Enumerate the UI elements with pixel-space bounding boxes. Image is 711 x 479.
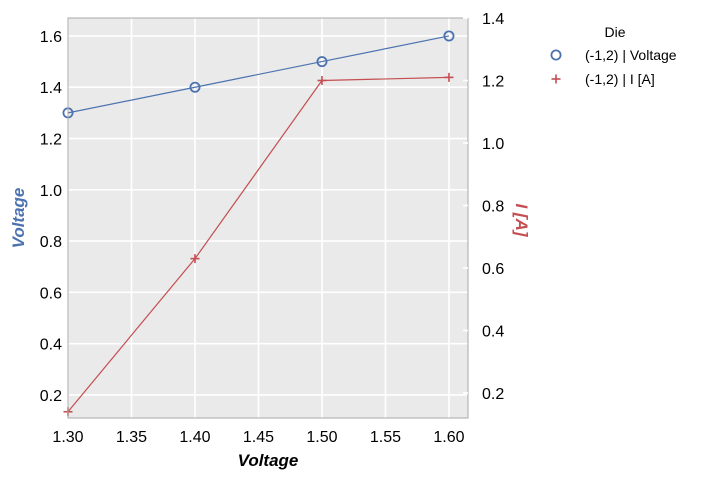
y-right-tick-label: 0.6: [482, 261, 504, 278]
legend: Die (-1,2) | Voltage (-1,2) | I [A]: [550, 24, 677, 87]
y-left-tick-label: 1.2: [40, 132, 62, 149]
y-right-tick-label: 0.8: [482, 199, 504, 216]
legend-entry-label: (-1,2) | Voltage: [585, 47, 677, 63]
series-layer: [62, 30, 455, 417]
y-left-tick-label: 0.8: [40, 234, 62, 251]
y-right-tick-label: 1.0: [482, 136, 504, 153]
legend-entry-label: (-1,2) | I [A]: [585, 71, 655, 87]
y-axis-right-label: I [A]: [512, 203, 531, 237]
y-left-tick-label: 0.2: [40, 388, 62, 405]
x-tick-label: 1.40: [179, 429, 210, 446]
x-tick-label: 1.50: [306, 429, 337, 446]
data-point: [190, 254, 200, 264]
data-point: [443, 30, 455, 42]
ticks: 1.30 1.35 1.40 1.45 1.50 1.55 1.60 0.2 0.4 0.6 0.8…: [40, 11, 505, 446]
plot-frame: [67, 17, 469, 419]
y-right-tick-label: 0.4: [482, 324, 504, 341]
legend-marker-plus: [551, 74, 561, 84]
series-line: [67, 76, 449, 413]
data-point: [189, 81, 201, 93]
y-left-tick-label: 0.4: [40, 337, 62, 354]
y-right-tick-label: 1.2: [482, 74, 504, 91]
x-axis-label: Voltage: [238, 451, 299, 470]
y-left-tick-label: 1.6: [40, 29, 62, 46]
y-axis-left-label: Voltage: [9, 188, 28, 249]
y-right-tick-label: 0.2: [482, 386, 504, 403]
x-tick-label: 1.60: [433, 429, 464, 446]
series-line: [67, 35, 450, 114]
x-tick-label: 1.45: [243, 429, 274, 446]
legend-marker-circle: [550, 49, 562, 61]
y-right-tick-label: 1.4: [482, 11, 504, 28]
data-point: [316, 56, 328, 68]
grid: [67, 18, 468, 418]
x-tick-label: 1.30: [52, 429, 83, 446]
x-tick-label: 1.55: [370, 429, 401, 446]
data-point: [444, 72, 454, 82]
data-point: [317, 76, 327, 85]
y-left-tick-label: 1.0: [40, 183, 62, 200]
y-left-tick-label: 0.6: [40, 285, 62, 302]
legend-title: Die: [604, 24, 625, 40]
x-tick-label: 1.35: [116, 429, 147, 446]
plot-area: [68, 18, 468, 418]
y-left-tick-label: 1.4: [40, 80, 62, 97]
